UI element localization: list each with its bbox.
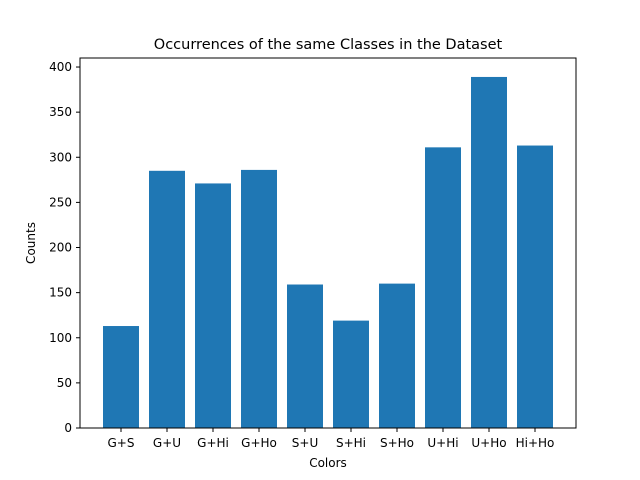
- x-tick-label: S+Ho: [380, 436, 414, 450]
- bar-hi-ho: [517, 145, 553, 428]
- x-axis: G+S G+U G+Hi G+Ho S+U S+Hi S+Ho U+Hi U+Ho Hi+Ho: [108, 428, 555, 450]
- bar-u-ho: [471, 76, 507, 428]
- y-tick-label: 300: [49, 150, 72, 164]
- bar-s-u: [287, 284, 323, 428]
- bar-g-hi: [195, 183, 231, 428]
- y-tick-label: 400: [49, 60, 72, 74]
- x-tick-label: S+Hi: [336, 436, 366, 450]
- y-axis-label: Counts: [24, 222, 38, 264]
- bar-g-ho: [241, 169, 277, 428]
- bar-g-s: [103, 326, 139, 428]
- x-tick-label: G+Hi: [197, 436, 229, 450]
- y-tick-label: 0: [64, 421, 72, 435]
- bar-u-hi: [425, 147, 461, 428]
- bar-g-u: [149, 170, 185, 428]
- y-tick-label: 350: [49, 105, 72, 119]
- y-tick-label: 150: [49, 286, 72, 300]
- y-tick-label: 100: [49, 331, 72, 345]
- x-tick-label: G+S: [108, 436, 135, 450]
- chart-title: Occurrences of the same Classes in the D…: [154, 37, 503, 53]
- plot-frame: [79, 57, 577, 429]
- x-tick-label: S+U: [292, 436, 318, 450]
- y-axis: 0 50 100 150 200 250 300 350 400: [49, 60, 80, 435]
- y-tick-label: 200: [49, 241, 72, 255]
- x-tick-label: G+U: [153, 436, 181, 450]
- y-tick-label: 50: [57, 376, 72, 390]
- x-tick-label: U+Ho: [471, 436, 506, 450]
- bar-s-hi: [333, 320, 369, 428]
- x-tick-label: U+Hi: [427, 436, 458, 450]
- y-tick-label: 250: [49, 195, 72, 209]
- bar-s-ho: [379, 283, 415, 428]
- x-tick-label: G+Ho: [241, 436, 277, 450]
- x-tick-label: Hi+Ho: [516, 436, 555, 450]
- bars-group: [103, 76, 553, 428]
- x-axis-label: Colors: [309, 456, 347, 470]
